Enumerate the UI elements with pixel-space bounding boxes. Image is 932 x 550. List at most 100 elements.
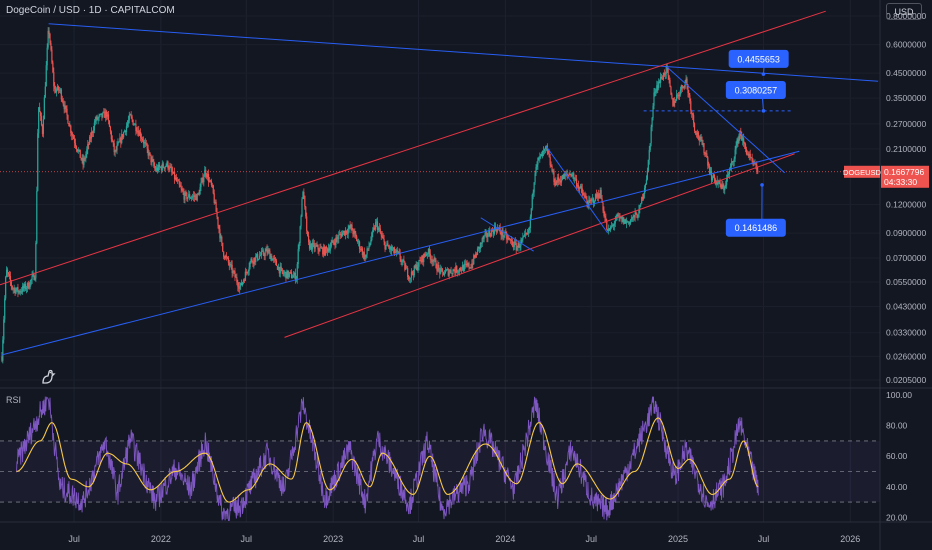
candle-body [351, 224, 353, 231]
candle-body [427, 248, 430, 254]
candle-body [679, 89, 682, 95]
rsi-tick-label: 100.00 [886, 390, 912, 400]
candle-body [2, 339, 4, 361]
candle-body [508, 238, 511, 240]
candle-body [358, 241, 360, 243]
candle-body [373, 227, 375, 231]
candle-body [711, 177, 714, 181]
candle-body [46, 47, 48, 66]
candle-body [282, 272, 284, 274]
candle-body [82, 158, 84, 165]
candle-body [185, 192, 187, 194]
candle-body [744, 143, 747, 149]
candle-body [42, 119, 45, 134]
candle-body [624, 219, 626, 224]
candle-body [32, 273, 34, 276]
candle-body [1, 356, 3, 361]
callout-2[interactable]: 0.1461486 [725, 218, 786, 237]
candle-body [574, 178, 576, 180]
time-tick-label: 2022 [151, 534, 171, 544]
candle-body [559, 180, 562, 183]
time-tick-label: Jul [241, 534, 253, 544]
candle-body [311, 242, 313, 250]
candle-body [355, 233, 357, 237]
candle-body [640, 203, 642, 206]
candle-body [322, 247, 324, 255]
candle-body [207, 174, 210, 182]
candle-body [730, 162, 732, 167]
price-tick-label: 0.0430000 [886, 301, 926, 311]
candle-body [634, 212, 636, 218]
candle-body [292, 275, 295, 278]
candle-body [243, 280, 246, 281]
candle-body [416, 264, 418, 271]
candle-body [625, 219, 627, 224]
candle-body [113, 143, 115, 153]
candle-body [702, 143, 704, 145]
candle-body [626, 221, 628, 224]
candle-body [221, 236, 223, 243]
symbol-title[interactable]: DogeCoin / USD · 1D · CAPITALCOM [6, 5, 175, 16]
candle-body [68, 123, 70, 127]
currency-button[interactable]: USD [886, 3, 922, 20]
candle-body [747, 153, 749, 156]
candle-body [43, 97, 45, 120]
candle-body [449, 270, 451, 273]
callout-0[interactable]: 0.4455653 [728, 49, 789, 68]
candle-body [78, 149, 80, 151]
candle-body [661, 78, 664, 80]
candle-body [136, 130, 138, 133]
candle-body [37, 133, 39, 191]
candle-body [614, 220, 616, 224]
callout-box [725, 218, 786, 237]
last-price-box [881, 165, 929, 188]
candle-body [680, 85, 682, 90]
candle-body [545, 145, 548, 148]
candle-body [73, 138, 76, 144]
candle-body [215, 201, 217, 212]
candle-body [757, 170, 759, 173]
candle-body [599, 189, 601, 198]
candle-body [510, 240, 513, 242]
candle-body [218, 225, 220, 230]
candle-body [677, 95, 680, 97]
candle-body [305, 206, 307, 217]
price-tick-label: 0.8000000 [886, 11, 926, 21]
candle-body [488, 231, 490, 237]
candle-body [238, 286, 240, 289]
candle-body [495, 229, 497, 232]
candle-body [344, 230, 346, 236]
callout-1[interactable]: 0.3080257 [725, 80, 786, 99]
candle-body [22, 285, 25, 289]
candle-body [140, 137, 143, 139]
candle-body [171, 167, 173, 172]
candle-body [378, 227, 380, 229]
candle-body [484, 233, 486, 236]
candle-body [112, 140, 114, 144]
candle-body [502, 230, 504, 237]
candle-body [120, 137, 122, 143]
candle-body [650, 127, 652, 144]
candle-body [231, 264, 233, 274]
candle-body [357, 241, 359, 242]
candle-body [476, 248, 479, 256]
candle-body [518, 242, 520, 248]
candle-body [553, 171, 555, 183]
candle-body [561, 175, 564, 180]
candle-body [156, 167, 159, 171]
candle-body [550, 165, 552, 167]
candle-body [155, 168, 157, 171]
candle-body [676, 94, 679, 96]
candle-body [363, 251, 365, 260]
candle-body [534, 173, 536, 183]
candle-body [291, 277, 294, 279]
candle-body [19, 291, 21, 293]
candle-body [177, 180, 179, 182]
trendlines[interactable] [0, 10, 879, 356]
price-callouts[interactable]: 0.4455653 0.3080257 0.1461486 [725, 49, 789, 237]
candle-body [222, 242, 224, 252]
candle-body [401, 260, 403, 262]
candle-body [138, 130, 140, 136]
candle-body [601, 198, 603, 203]
